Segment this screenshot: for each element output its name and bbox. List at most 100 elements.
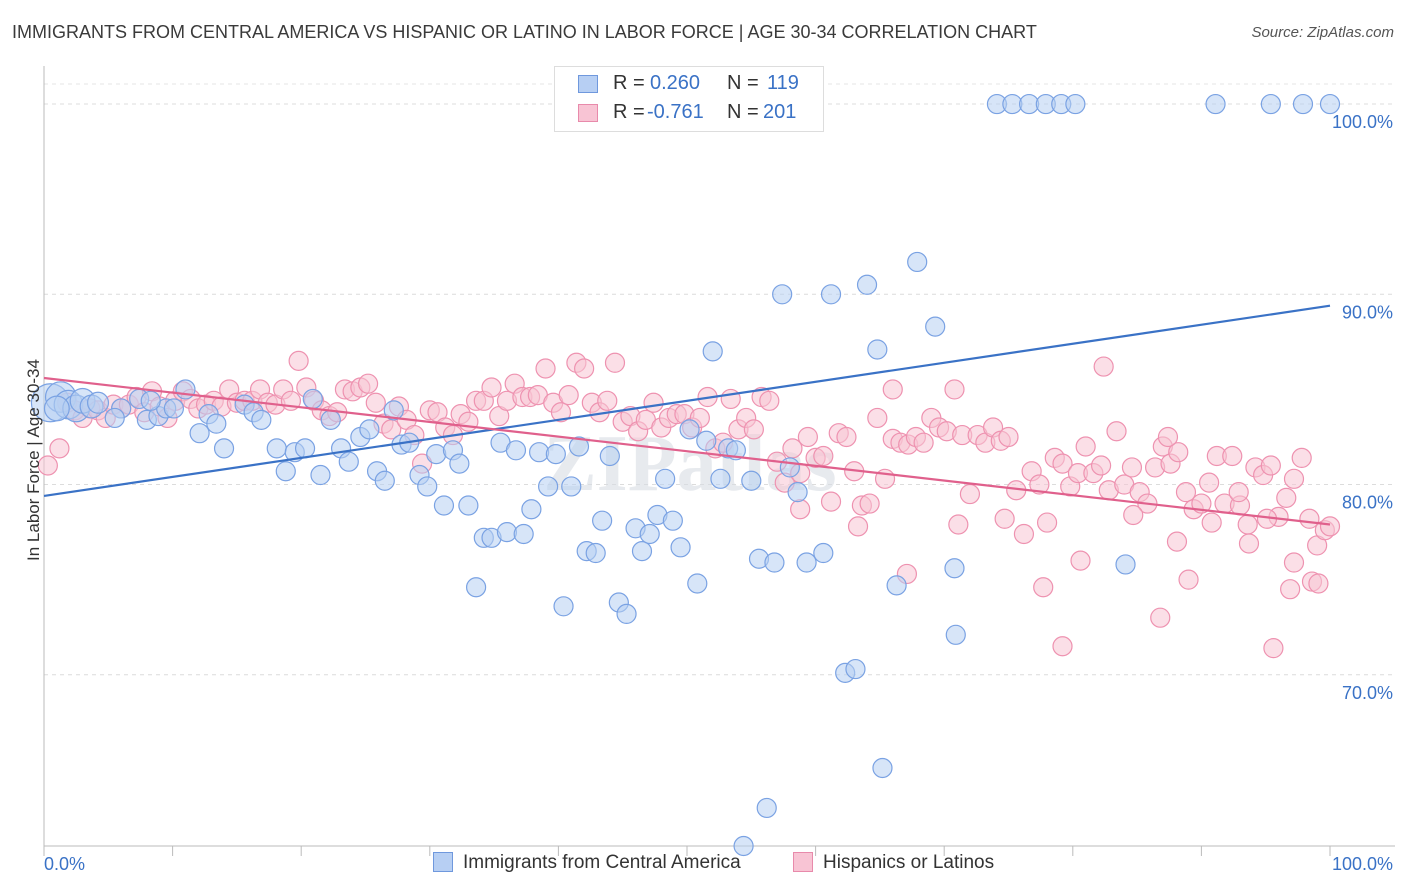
trend-line-blue — [43, 304, 1331, 498]
data-point — [1283, 552, 1305, 573]
data-point — [1292, 93, 1314, 115]
data-point — [175, 379, 196, 400]
data-point — [1222, 445, 1243, 467]
data-point — [1280, 579, 1301, 600]
data-point — [553, 596, 574, 617]
data-point — [1260, 455, 1281, 476]
data-point — [945, 624, 966, 645]
data-point — [604, 352, 626, 373]
data-point — [357, 373, 379, 394]
data-point — [1093, 356, 1114, 377]
data-point — [1070, 550, 1091, 571]
data-point — [759, 390, 780, 411]
data-point — [639, 523, 660, 545]
data-point — [1205, 93, 1226, 115]
data-point — [733, 835, 754, 857]
data-point — [359, 419, 380, 440]
r-label: R = — [613, 101, 645, 123]
r-label: R = — [613, 72, 645, 94]
n-value: 201 — [763, 101, 797, 123]
data-point — [845, 658, 866, 680]
data-point — [1263, 638, 1284, 659]
data-point — [959, 483, 981, 505]
data-point — [1308, 573, 1329, 594]
data-point — [213, 438, 235, 459]
n-label: N = — [727, 101, 759, 123]
data-point — [787, 482, 808, 503]
data-point — [592, 510, 613, 531]
data-point — [365, 392, 386, 413]
data-point — [1121, 457, 1143, 478]
data-point — [1029, 474, 1050, 495]
data-point — [1260, 93, 1281, 115]
data-point — [550, 402, 572, 423]
n-label: N = — [727, 72, 759, 94]
data-point — [1175, 482, 1197, 503]
data-point — [104, 407, 125, 429]
trend-lines — [43, 304, 1331, 526]
r-value: -0.761 — [647, 101, 704, 123]
data-point — [1178, 569, 1199, 590]
data-point — [1283, 468, 1305, 489]
data-point — [535, 358, 556, 379]
data-point — [867, 339, 888, 360]
data-point — [616, 603, 637, 625]
data-point — [1052, 453, 1073, 474]
trend-line-pink — [43, 376, 1331, 526]
y-tick-label: 100.0% — [1332, 112, 1393, 132]
data-point — [37, 455, 58, 476]
data-point — [140, 390, 161, 411]
data-point — [189, 423, 210, 444]
data-point — [206, 413, 227, 434]
data-point — [1237, 514, 1258, 535]
data-point — [481, 377, 502, 398]
data-point — [1228, 482, 1249, 503]
legend-swatch-blue — [433, 852, 453, 872]
data-point — [558, 385, 579, 406]
legend-label-pink: Hispanics or Latinos — [823, 852, 995, 873]
data-point — [574, 358, 595, 379]
data-point — [944, 379, 965, 400]
data-point — [320, 409, 341, 430]
legend-label-blue: Immigrants from Central America — [463, 852, 741, 873]
data-point — [813, 445, 834, 467]
data-point — [251, 409, 272, 430]
data-point — [813, 542, 834, 564]
data-point — [913, 432, 934, 453]
data-point — [836, 426, 857, 448]
data-point — [1123, 504, 1144, 526]
data-point — [1199, 472, 1220, 493]
data-point — [1291, 447, 1312, 469]
data-point — [1106, 421, 1127, 442]
data-point — [743, 419, 764, 440]
data-point — [998, 426, 1019, 448]
tick-labels: 70.0% 80.0% 90.0% 100.0% 0.0% 100.0% — [44, 112, 1393, 874]
data-point — [679, 419, 700, 440]
r-value: 0.260 — [650, 72, 701, 94]
n-value: 119 — [767, 72, 799, 94]
blue-points — [30, 93, 1341, 857]
data-point — [43, 395, 70, 422]
data-point — [294, 438, 316, 459]
data-point — [597, 390, 618, 411]
data-point — [772, 284, 793, 305]
data-point — [847, 516, 869, 537]
data-point — [338, 451, 359, 472]
data-point — [1052, 636, 1073, 657]
y-tick-label: 70.0% — [1342, 683, 1393, 703]
data-point — [790, 499, 811, 520]
data-point — [599, 445, 620, 467]
x-tick-label-min: 0.0% — [44, 854, 85, 874]
data-point — [1166, 531, 1188, 552]
legend-swatch-pink — [793, 852, 813, 872]
data-point — [163, 398, 184, 419]
data-point — [521, 499, 542, 520]
data-point — [1150, 607, 1171, 628]
data-point — [529, 442, 550, 463]
y-tick-label: 80.0% — [1342, 493, 1393, 513]
data-point — [545, 443, 566, 465]
chart-title: IMMIGRANTS FROM CENTRAL AMERICA VS HISPA… — [12, 22, 1037, 42]
data-point — [820, 284, 842, 305]
data-point — [797, 426, 818, 448]
data-point — [643, 392, 664, 413]
